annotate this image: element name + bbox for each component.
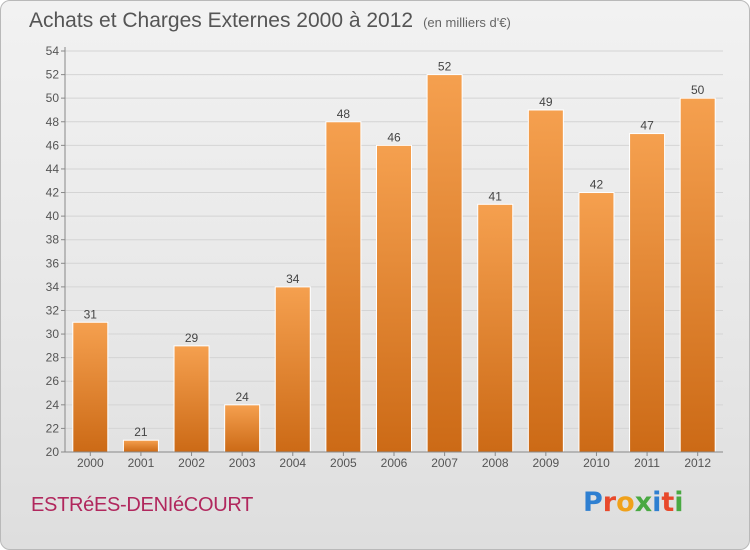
- y-tick-label: 52: [46, 68, 60, 82]
- y-tick-label: 34: [46, 280, 60, 294]
- y-tick-label: 48: [46, 115, 60, 129]
- value-label: 21: [134, 425, 148, 439]
- value-label: 47: [640, 119, 654, 133]
- value-label: 29: [185, 331, 199, 345]
- value-label: 42: [590, 178, 604, 192]
- bar-2011: [629, 133, 666, 453]
- x-tick-label: 2008: [482, 456, 509, 470]
- location-name: ESTRéES-DENIéCOURT: [31, 494, 254, 516]
- x-tick-label: 2009: [532, 456, 559, 470]
- bar-2003: [224, 404, 261, 453]
- x-tick-label: 2010: [583, 456, 610, 470]
- y-tick-label: 24: [46, 398, 60, 412]
- x-tick-label: 2004: [279, 456, 306, 470]
- y-tick-label: 32: [46, 303, 60, 317]
- value-label: 24: [235, 390, 249, 404]
- axes: [61, 47, 723, 456]
- value-label: 41: [489, 189, 503, 203]
- bar-2002: [173, 345, 210, 453]
- y-tick-label: 40: [46, 209, 60, 223]
- y-tick-label: 42: [46, 186, 60, 200]
- y-tick-label: 44: [46, 162, 60, 176]
- y-tick-label: 36: [46, 256, 60, 270]
- bar-2006: [376, 144, 412, 453]
- x-tick-label: 2012: [684, 456, 711, 470]
- y-tick-label: 26: [46, 374, 60, 388]
- value-label: 52: [438, 60, 452, 74]
- bar-2005: [325, 121, 362, 453]
- value-label: 50: [691, 83, 705, 97]
- value-label: 48: [337, 107, 351, 121]
- bar-2004: [274, 286, 311, 453]
- value-label: 34: [286, 272, 300, 286]
- bar-2012: [679, 97, 716, 453]
- x-tick-label: 2007: [431, 456, 458, 470]
- y-tick-label: 22: [46, 421, 60, 435]
- bar-2010: [578, 192, 615, 453]
- y-tick-label: 28: [46, 351, 60, 365]
- chart-title: Achats et Charges Externes 2000 à 2012 (e…: [29, 9, 511, 33]
- x-tick-label: 2006: [381, 456, 408, 470]
- value-label: 31: [84, 307, 98, 321]
- bar-2008: [477, 203, 514, 453]
- chart-title-text: Achats et Charges Externes 2000 à 2012: [29, 9, 414, 32]
- y-tick-label: 20: [46, 445, 60, 459]
- y-tick-label: 46: [46, 138, 60, 152]
- x-tick-label: 2000: [77, 456, 104, 470]
- chart-unit: (en milliers d'€): [423, 15, 511, 30]
- bar-2009: [527, 109, 564, 453]
- x-tick-label: 2001: [128, 456, 155, 470]
- y-tick-label: 30: [46, 327, 60, 341]
- x-tick-label: 2003: [229, 456, 256, 470]
- x-tick-label: 2005: [330, 456, 357, 470]
- y-tick-label: 38: [46, 233, 60, 247]
- bar-2001: [122, 439, 159, 453]
- proxiti-logo: Proxiti: [583, 487, 684, 518]
- value-label: 46: [387, 130, 401, 144]
- y-tick-label: 50: [46, 91, 60, 105]
- labels: 20 22 24 26 28 30 32 34 36 38 40 42 44 46 48 50 52 54 31 20…: [46, 44, 712, 470]
- y-tick-label: 54: [46, 44, 60, 58]
- x-tick-label: 2011: [634, 456, 660, 470]
- x-tick-label: 2002: [178, 456, 205, 470]
- bars: [72, 74, 716, 453]
- bar-2000: [72, 321, 109, 453]
- bar-2007: [426, 74, 463, 453]
- value-label: 49: [539, 95, 553, 109]
